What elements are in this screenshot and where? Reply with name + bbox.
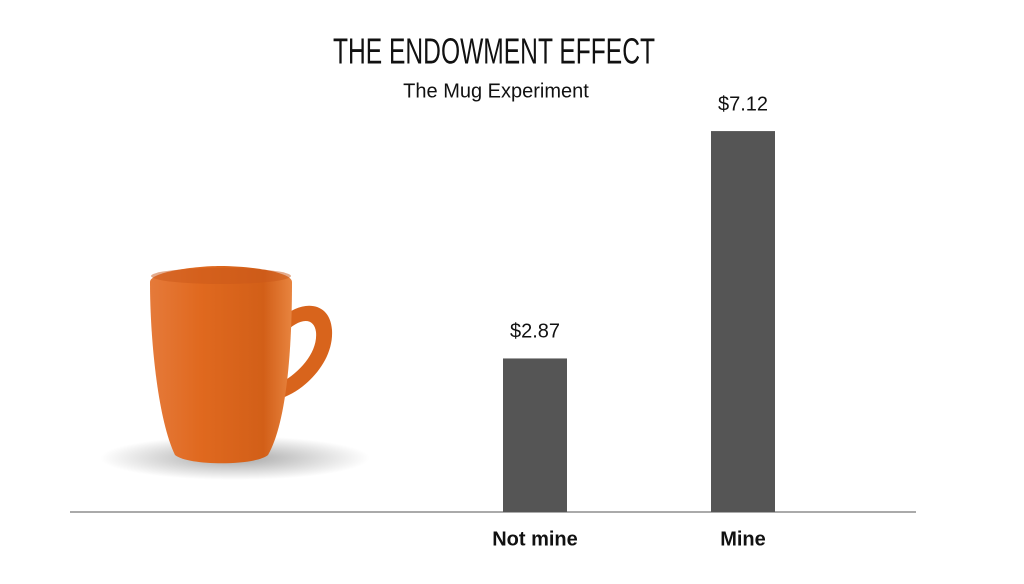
x-tick-label: Not mine bbox=[492, 528, 578, 550]
value-label: $2.87 bbox=[510, 321, 560, 343]
chart-title: THE ENDOWMENT EFFECT bbox=[333, 31, 655, 72]
mug-illustration bbox=[100, 266, 370, 480]
x-tick-label: Mine bbox=[720, 528, 766, 550]
chart-subtitle: The Mug Experiment bbox=[403, 80, 589, 102]
bar bbox=[503, 358, 567, 512]
value-label: $7.12 bbox=[718, 93, 768, 115]
bar bbox=[711, 131, 775, 512]
